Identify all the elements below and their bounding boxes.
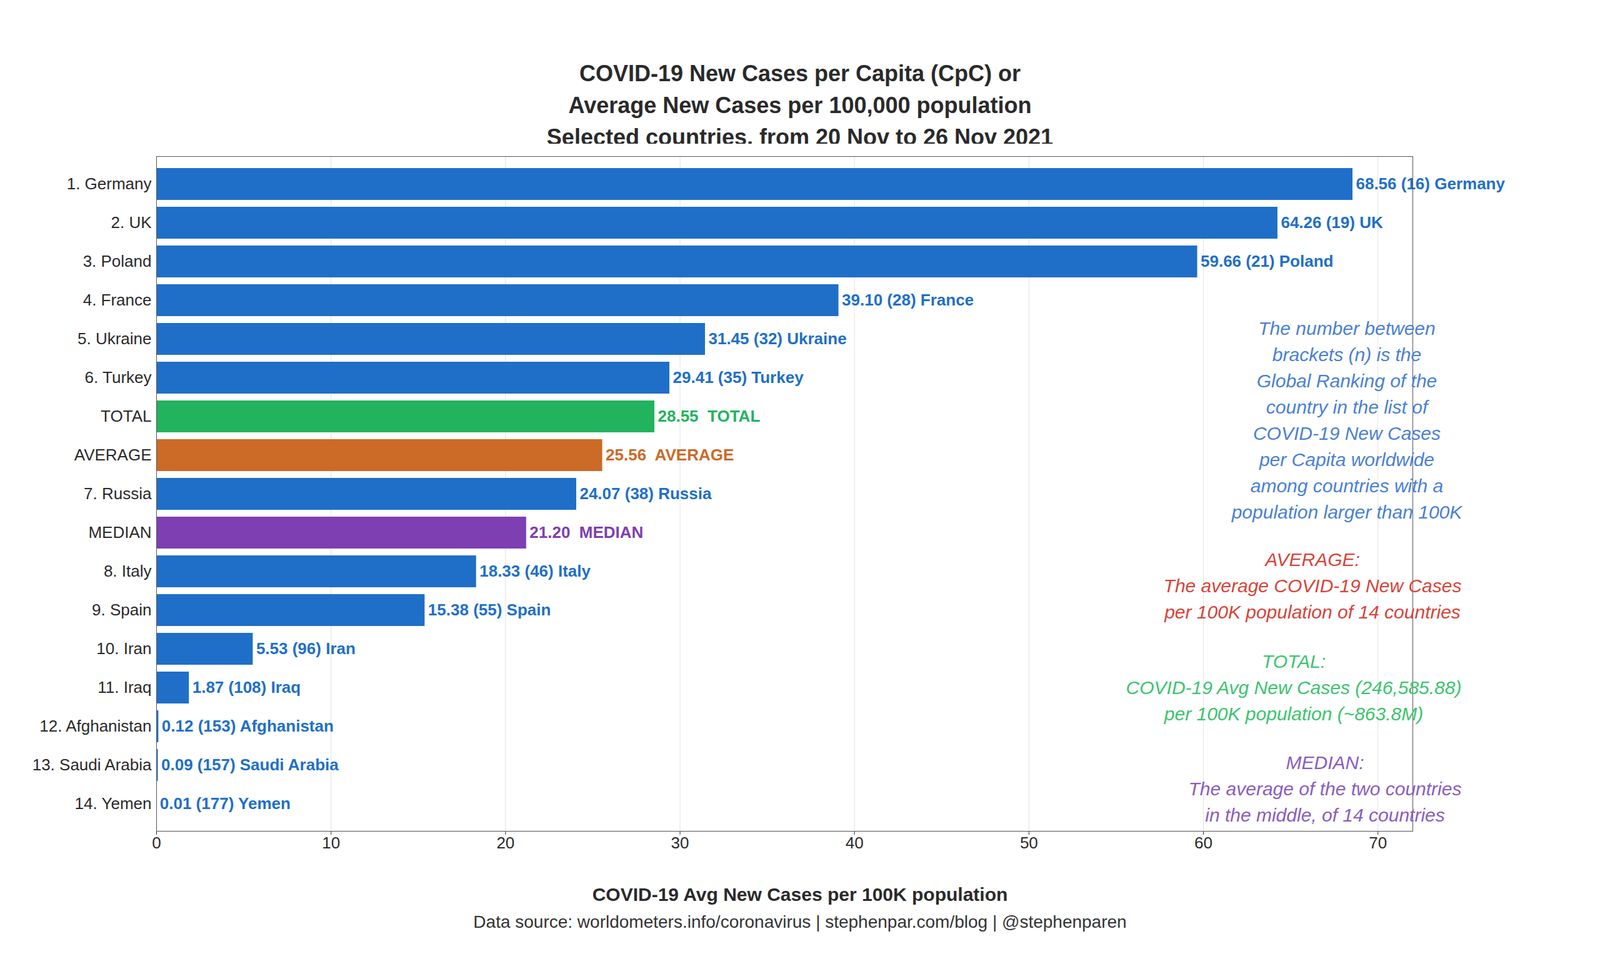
html-text:Data source: worldometers.info: Data source: worldometers.info/coronavir… <box>473 912 1127 932</box>
svg-text:6. Turkey: 6. Turkey <box>85 368 152 387</box>
svg-text:1. Germany: 1. Germany <box>66 174 152 194</box>
svg-text:0.12 (153) Afghanistan: 0.12 (153) Afghanistan <box>161 716 334 736</box>
svg-text:5. Ukraine: 5. Ukraine <box>77 329 152 349</box>
svg-text:40: 40 <box>845 833 864 853</box>
svg-text:70: 70 <box>1368 833 1387 853</box>
svg-text:2. UK: 2. UK <box>110 213 152 232</box>
svg-text:0.01 (177) Yemen: 0.01 (177) Yemen <box>160 794 291 814</box>
svg-text:10. Iran: 10. Iran <box>96 639 152 659</box>
svg-text:20: 20 <box>496 833 515 853</box>
html-text:COVID-19 New Cases per Capita: COVID-19 New Cases per Capita (CpC) or A… <box>546 60 1054 150</box>
svg-text:7. Russia: 7. Russia <box>83 484 152 504</box>
svg-text:13. Saudi Arabia: 13. Saudi Arabia <box>32 755 152 775</box>
html-text:MEDIAN: The average of the two: MEDIAN: The average of the two countries… <box>1188 752 1462 826</box>
svg-text:21.20 MEDIAN: 21.20 MEDIAN <box>529 523 644 542</box>
svg-text:TOTAL: TOTAL <box>100 406 152 426</box>
svg-text:9. Spain: 9. Spain <box>91 600 152 620</box>
html-text:TOTAL: COVID-19 Avg New Cases: TOTAL: COVID-19 Avg New Cases (246,585.8… <box>1125 651 1462 725</box>
svg-text:8. Italy: 8. Italy <box>103 561 152 581</box>
svg-text:68.56 (16) Germany: 68.56 (16) Germany <box>1355 174 1505 194</box>
html-text:COVID-19 Avg New Cases per 100: COVID-19 Avg New Cases per 100K populati… <box>592 884 1008 905</box>
svg-text:30: 30 <box>671 833 690 853</box>
svg-text:12. Afghanistan: 12. Afghanistan <box>39 716 152 736</box>
svg-text:29.41 (35) Turkey: 29.41 (35) Turkey <box>673 368 805 387</box>
svg-text:59.66 (21) Poland: 59.66 (21) Poland <box>1200 251 1334 271</box>
svg-text:50: 50 <box>1020 833 1039 853</box>
html-text:AVERAGE: The average COVID-19: AVERAGE: The average COVID-19 New Cases … <box>1163 549 1462 623</box>
svg-text:0.09 (157) Saudi Arabia: 0.09 (157) Saudi Arabia <box>161 755 339 775</box>
svg-text:10: 10 <box>321 833 340 853</box>
svg-text:1.87 (108) Iraq: 1.87 (108) Iraq <box>192 678 301 697</box>
svg-text:14. Yemen: 14. Yemen <box>75 794 152 814</box>
svg-text:25.56 AVERAGE: 25.56 AVERAGE <box>605 445 734 465</box>
svg-text:18.33 (46) Italy: 18.33 (46) Italy <box>479 561 591 581</box>
svg-text:31.45 (32) Ukraine: 31.45 (32) Ukraine <box>708 329 847 349</box>
svg-text:24.07 (38) Russia: 24.07 (38) Russia <box>579 484 712 504</box>
svg-text:39.10 (28) France: 39.10 (28) France <box>841 290 974 310</box>
svg-text:5.53 (96) Iran: 5.53 (96) Iran <box>256 639 356 659</box>
html-text:The number between brackets (n: The number between brackets (n) is the G… <box>1231 318 1463 523</box>
svg-text:MEDIAN: MEDIAN <box>88 523 152 542</box>
svg-text:11. Iraq: 11. Iraq <box>97 678 152 697</box>
svg-text:AVERAGE: AVERAGE <box>74 445 152 465</box>
svg-text:3. Poland: 3. Poland <box>83 251 152 271</box>
svg-text:0: 0 <box>151 833 161 853</box>
svg-text:28.55 TOTAL: 28.55 TOTAL <box>658 406 761 426</box>
svg-text:64.26 (19) UK: 64.26 (19) UK <box>1280 213 1384 232</box>
svg-text:15.38 (55) Spain: 15.38 (55) Spain <box>428 600 552 620</box>
svg-text:60: 60 <box>1194 833 1213 853</box>
svg-text:4. France: 4. France <box>83 290 152 310</box>
